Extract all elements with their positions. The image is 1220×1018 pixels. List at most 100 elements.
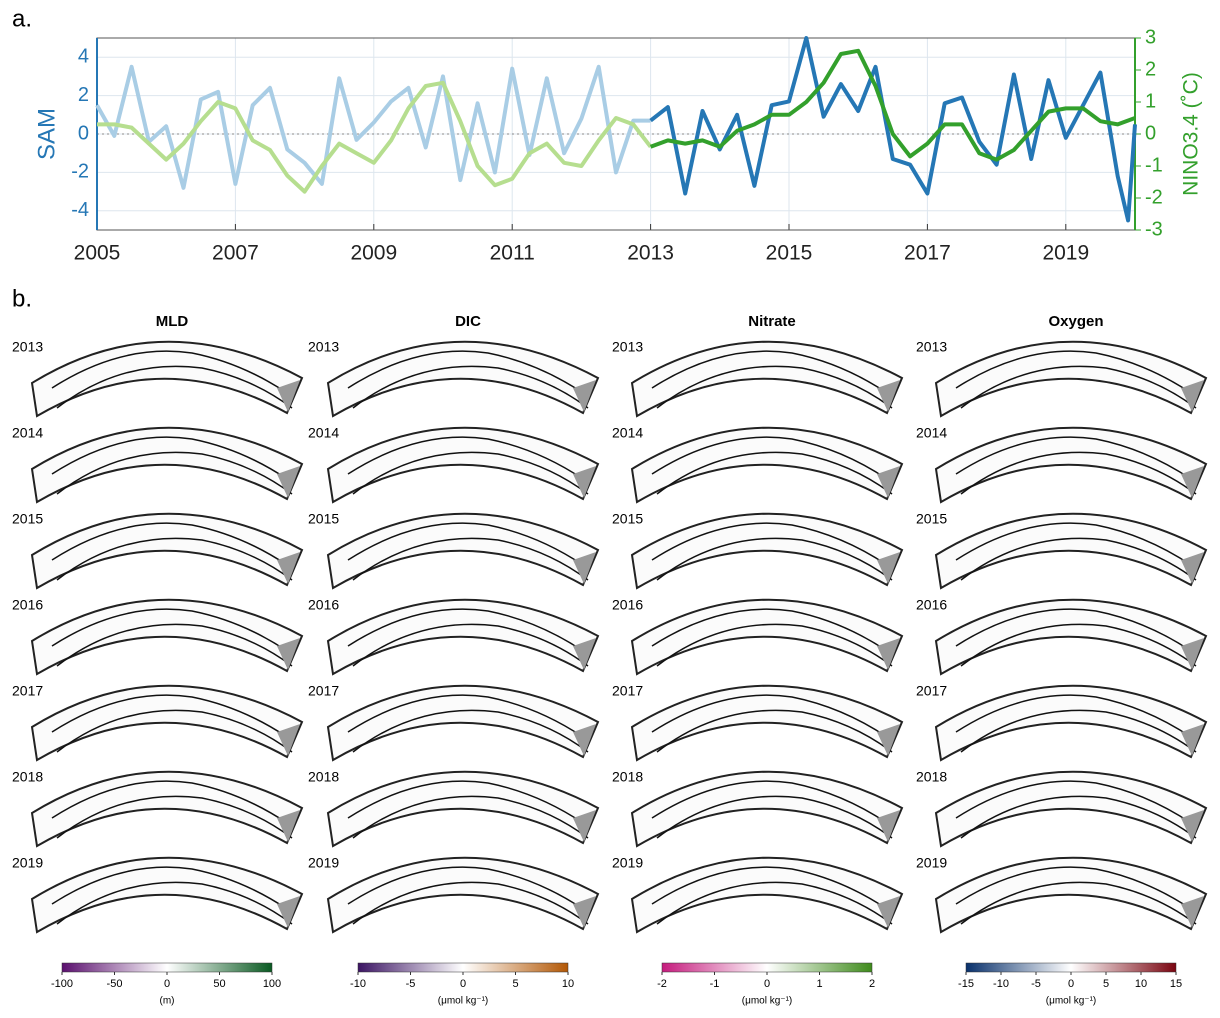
column-title: MLD [156,313,189,330]
colorbar-tick-label: -50 [107,978,123,990]
land [573,638,596,670]
colorbar-tick-label: 1 [816,978,822,990]
land [877,896,900,928]
front [651,694,888,738]
front [51,350,288,394]
y2-axis-label: NINO3.4 (˚C) [1180,72,1203,196]
coastline [56,537,293,581]
year-label: 2016 [916,597,947,613]
front [51,436,288,480]
land [573,724,596,756]
y-axis-label: SAM [33,108,60,160]
front [955,694,1192,738]
front [51,694,288,738]
land [277,810,300,842]
map-sector [326,770,600,848]
map-sector [630,340,904,418]
coastline [656,709,893,753]
year-label: 2014 [12,425,43,441]
land [1181,896,1204,928]
year-label: 2013 [916,339,947,355]
coastline [960,881,1197,925]
front [651,780,888,824]
colorbar-unit: (μmol kg⁻¹) [742,996,792,1007]
colorbar [357,962,569,973]
year-label: 2013 [12,339,43,355]
land [277,380,300,412]
colorbar-tick-label: -5 [406,978,416,990]
map-sector [934,856,1208,934]
coastline [656,451,893,495]
front [347,608,584,652]
coastline [960,623,1197,667]
coastline [656,881,893,925]
front [347,436,584,480]
x-tick-label: 2005 [74,242,121,265]
land [1181,380,1204,412]
coastline [352,709,589,753]
panel-label: b. [12,285,32,312]
map-sector [30,512,304,590]
front [347,350,584,394]
year-label: 2013 [612,339,643,355]
year-label: 2017 [12,683,43,699]
colorbar-tick-label: 15 [1170,978,1182,990]
year-label: 2015 [916,511,947,527]
year-label: 2014 [916,425,947,441]
colorbar-tick-label: 5 [1103,978,1109,990]
colorbar-tick-label: 2 [869,978,875,990]
map-sector [934,598,1208,676]
coastline [656,795,893,839]
colorbar-unit: (m) [160,996,175,1007]
coastline [352,451,589,495]
land [573,380,596,412]
coastline [56,795,293,839]
colorbar-tick-label: -1 [710,978,720,990]
land [277,724,300,756]
coastline [56,451,293,495]
colorbar-tick-label: 5 [512,978,518,990]
colorbar [61,962,273,973]
land [877,810,900,842]
coastline [656,537,893,581]
map-sector [30,684,304,762]
land [877,552,900,584]
column-title: Nitrate [748,313,796,330]
map-sector [934,340,1208,418]
coastline [960,795,1197,839]
year-label: 2014 [612,425,643,441]
map-sector [630,598,904,676]
x-tick-label: 2017 [904,242,951,265]
panel-label: a. [12,5,32,32]
colorbar-tick-label: 0 [164,978,170,990]
coastline [352,365,589,409]
x-tick-label: 2019 [1042,242,1089,265]
front [51,522,288,566]
map-sector [326,684,600,762]
y2-tick-label: -1 [1145,154,1163,176]
year-label: 2019 [12,855,43,871]
coastline [352,623,589,667]
map-sector [30,426,304,504]
coastline [352,537,589,581]
year-label: 2017 [308,683,339,699]
x-tick-label: 2007 [212,242,259,265]
colorbar-tick-label: 100 [263,978,281,990]
x-tick-label: 2009 [350,242,397,265]
data-line [649,36,1137,223]
map-sector [934,512,1208,590]
map-sector [326,340,600,418]
year-label: 2019 [612,855,643,871]
map-sector [630,856,904,934]
year-label: 2018 [612,769,643,785]
year-label: 2019 [308,855,339,871]
front [955,522,1192,566]
front [955,350,1192,394]
year-label: 2017 [916,683,947,699]
map-sector [630,770,904,848]
land [877,380,900,412]
map-sector [934,684,1208,762]
front [955,866,1192,910]
land [573,896,596,928]
